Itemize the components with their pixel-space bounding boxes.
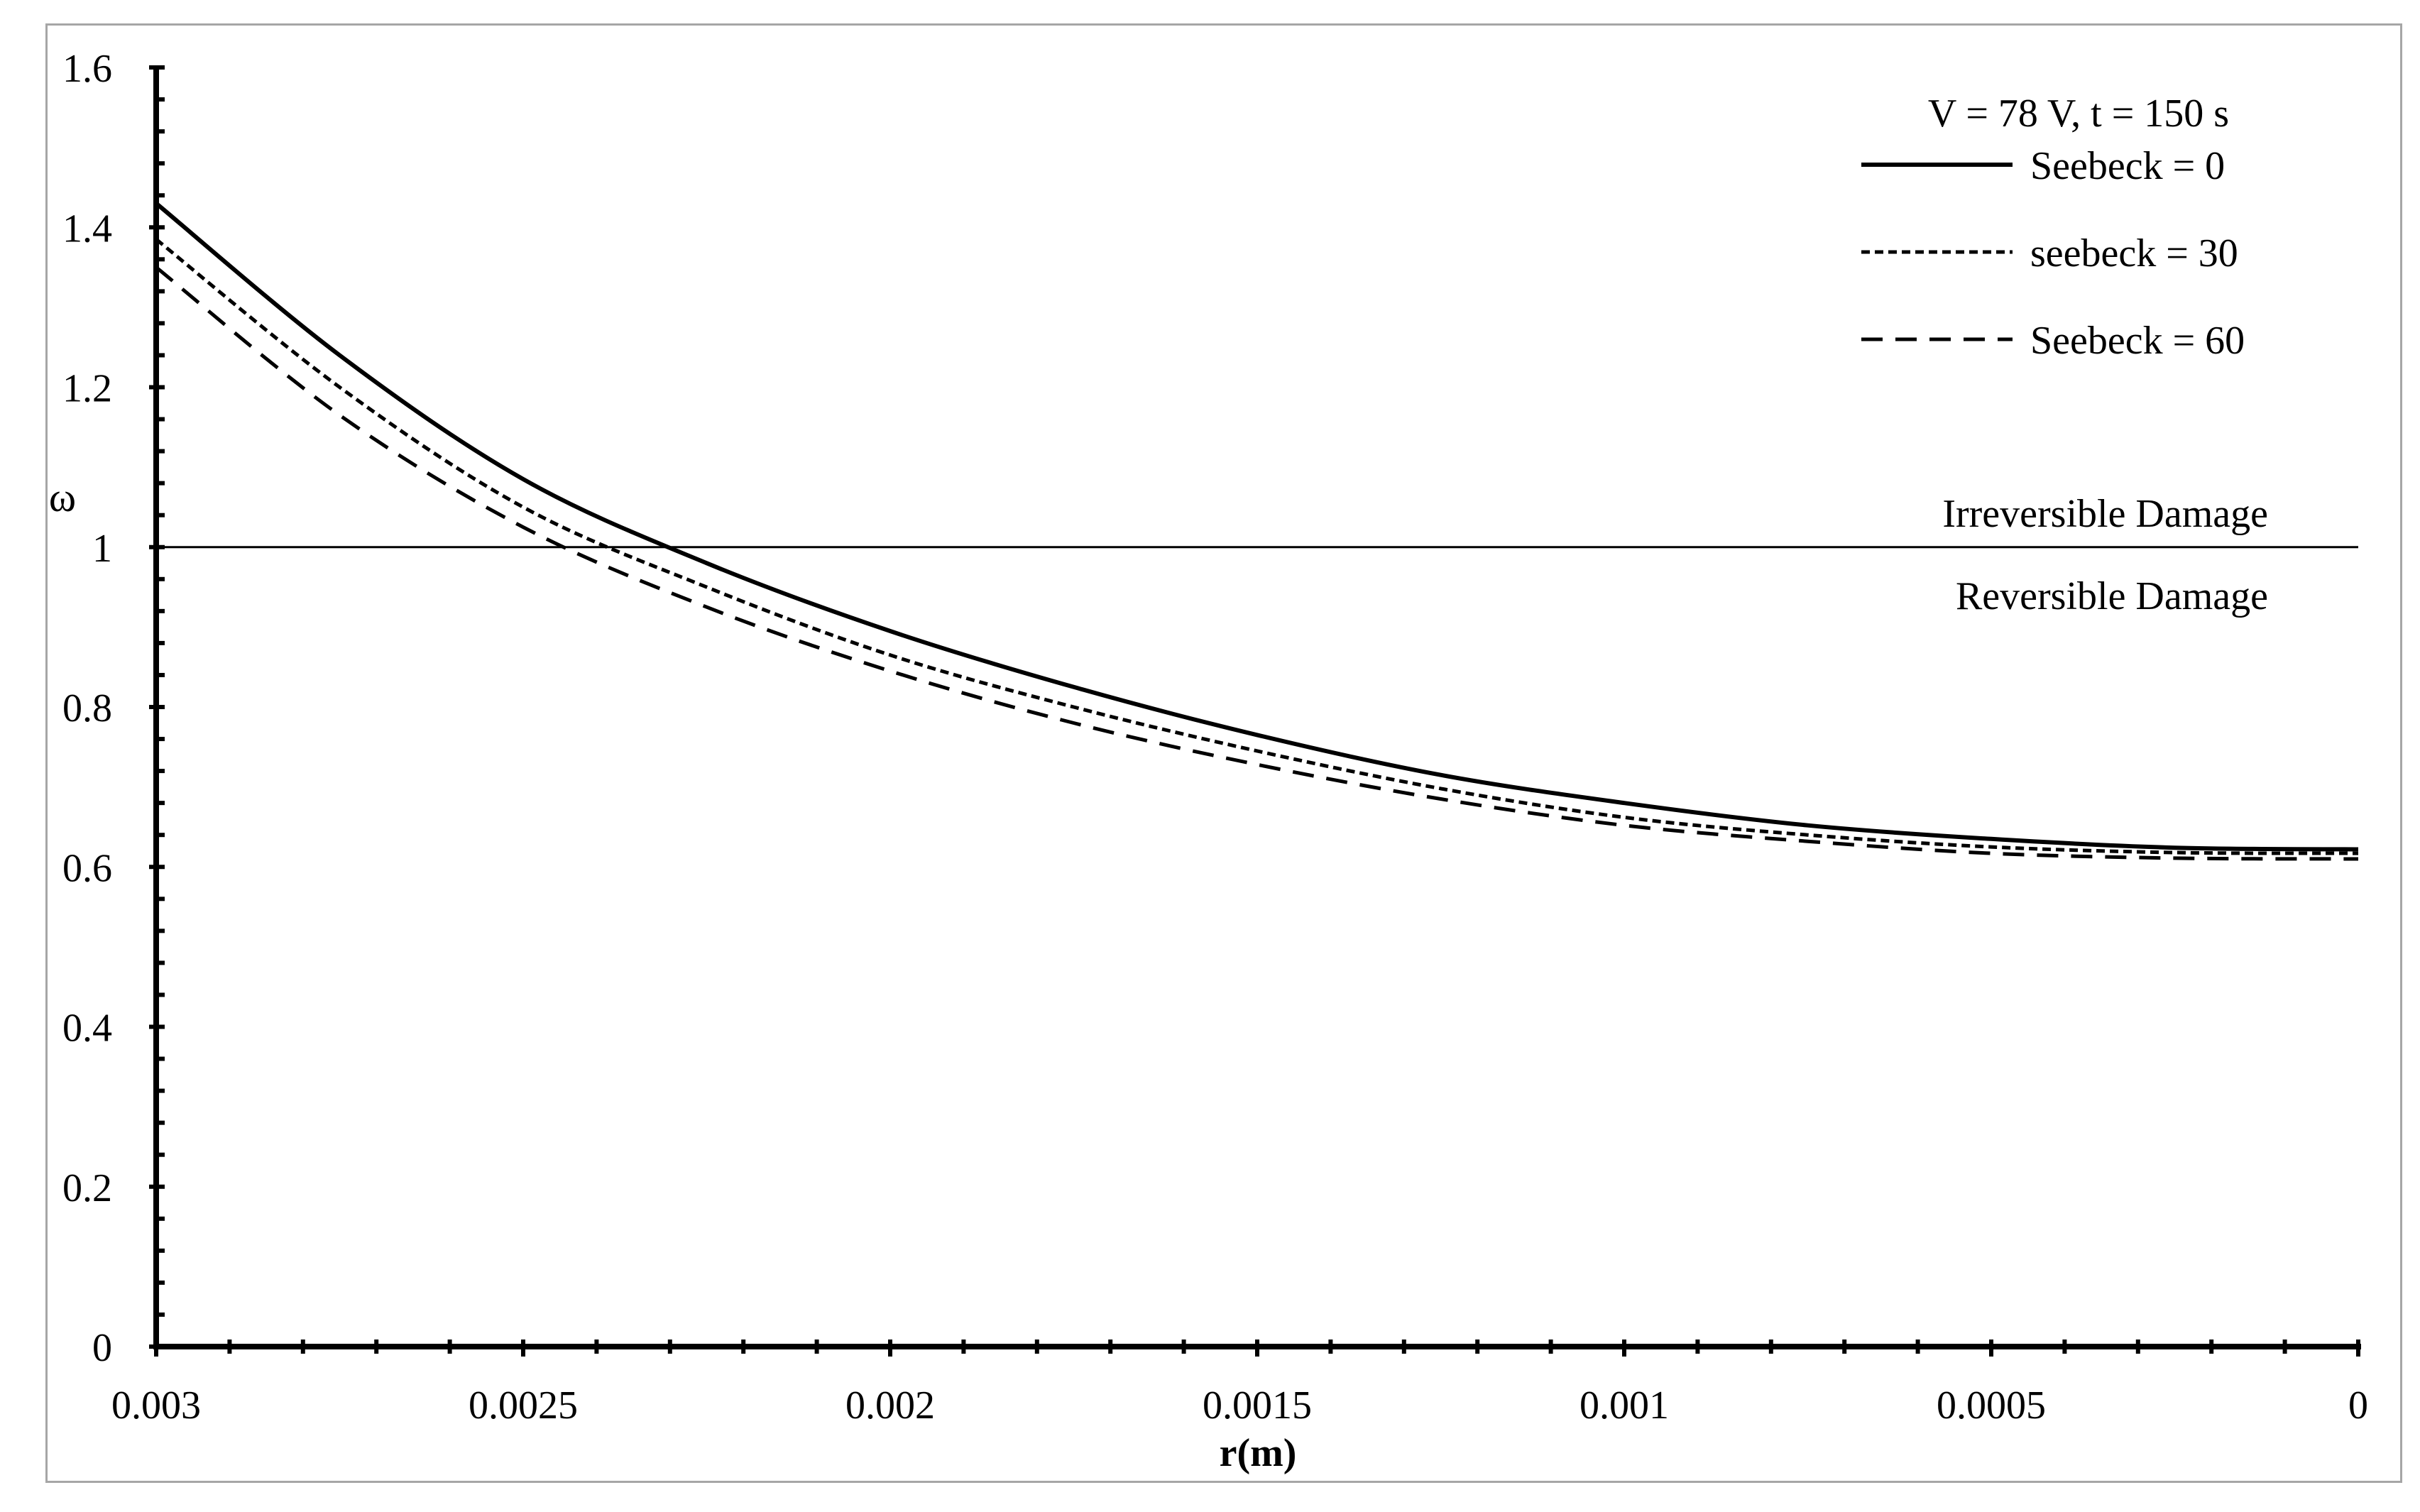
y-tick-label: 0: [92, 1326, 112, 1370]
legend-label-3: Seebeck = 60: [2030, 319, 2245, 363]
legend: V = 78 V, t = 150 s Seebeck = 0 seebeck =…: [1861, 92, 2245, 363]
series-line-3: [155, 265, 2359, 861]
legend-label-1: Seebeck = 0: [2030, 144, 2225, 188]
x-tick-label: 0.0005: [1937, 1384, 2046, 1428]
x-tick-label: 0.002: [845, 1384, 935, 1428]
irreversible-damage-label: Irreversible Damage: [1942, 492, 2268, 536]
x-tick-label: 0.0015: [1203, 1384, 1312, 1428]
legend-title: V = 78 V, t = 150 s: [1928, 92, 2229, 136]
reversible-damage-label: Reversible Damage: [1956, 574, 2268, 618]
x-tick-label: 0.001: [1579, 1384, 1669, 1428]
x-tick-label: 0.003: [111, 1384, 201, 1428]
y-tick-label: 1.2: [62, 367, 112, 411]
y-tick-label: 1.6: [62, 47, 112, 91]
series-line-1: [155, 202, 2359, 852]
x-axis-title: r(m): [1220, 1431, 1297, 1475]
y-tick-label: 0.8: [62, 686, 112, 730]
x-tick-label: 0: [2348, 1384, 2368, 1428]
y-tick-label: 1.4: [62, 207, 112, 251]
x-tick-label: 0.0025: [469, 1384, 578, 1428]
y-tick-label: 0.4: [62, 1007, 112, 1051]
series-line-2: [155, 238, 2359, 855]
y-axis-title: ω: [49, 474, 76, 520]
legend-label-2: seebeck = 30: [2030, 231, 2238, 275]
y-tick-label: 0.2: [62, 1166, 112, 1210]
chart-frame: [45, 23, 2402, 1483]
y-tick-label: 1: [92, 527, 112, 571]
y-tick-label: 0.6: [62, 846, 112, 890]
